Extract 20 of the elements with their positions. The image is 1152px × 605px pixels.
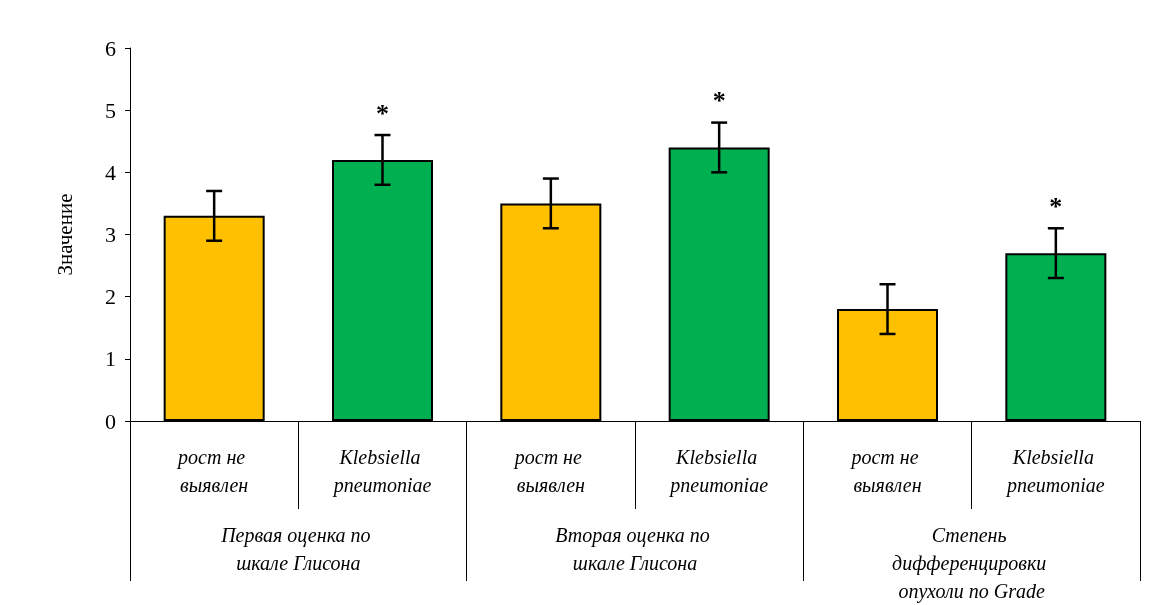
y-tick-label: 1	[105, 346, 116, 372]
y-axis-title: Значение	[52, 193, 77, 276]
data-label: *	[376, 98, 389, 128]
y-tick-label: 0	[105, 408, 116, 434]
y-tick-label: 5	[105, 97, 116, 123]
y-tick-label: 4	[105, 159, 116, 185]
y-tick-label: 6	[105, 35, 116, 61]
text: Степень дифференцировки опухоли по Grade	[892, 524, 1052, 603]
x-tick-label: Klebsiella pneumoniae	[668, 446, 769, 497]
x-tick-label: рост не выявлен	[176, 446, 251, 496]
y-tick-label: 3	[105, 222, 116, 247]
x-tick-label: Klebsiella pneumoniae	[331, 446, 432, 497]
x-tick-label: Klebsiella pneumoniae	[1004, 446, 1105, 497]
text: Вторая оценка по шкале Глисона	[555, 524, 715, 574]
x-tick-label: рост не выявлен	[849, 446, 924, 496]
data-label: *	[1049, 191, 1063, 221]
data-label: *	[712, 86, 726, 116]
y-tick-label: 2	[105, 284, 116, 310]
x-tick-label: рост не выявлен	[512, 446, 587, 496]
text: Первая оценка по шкале Глисона	[220, 524, 376, 574]
